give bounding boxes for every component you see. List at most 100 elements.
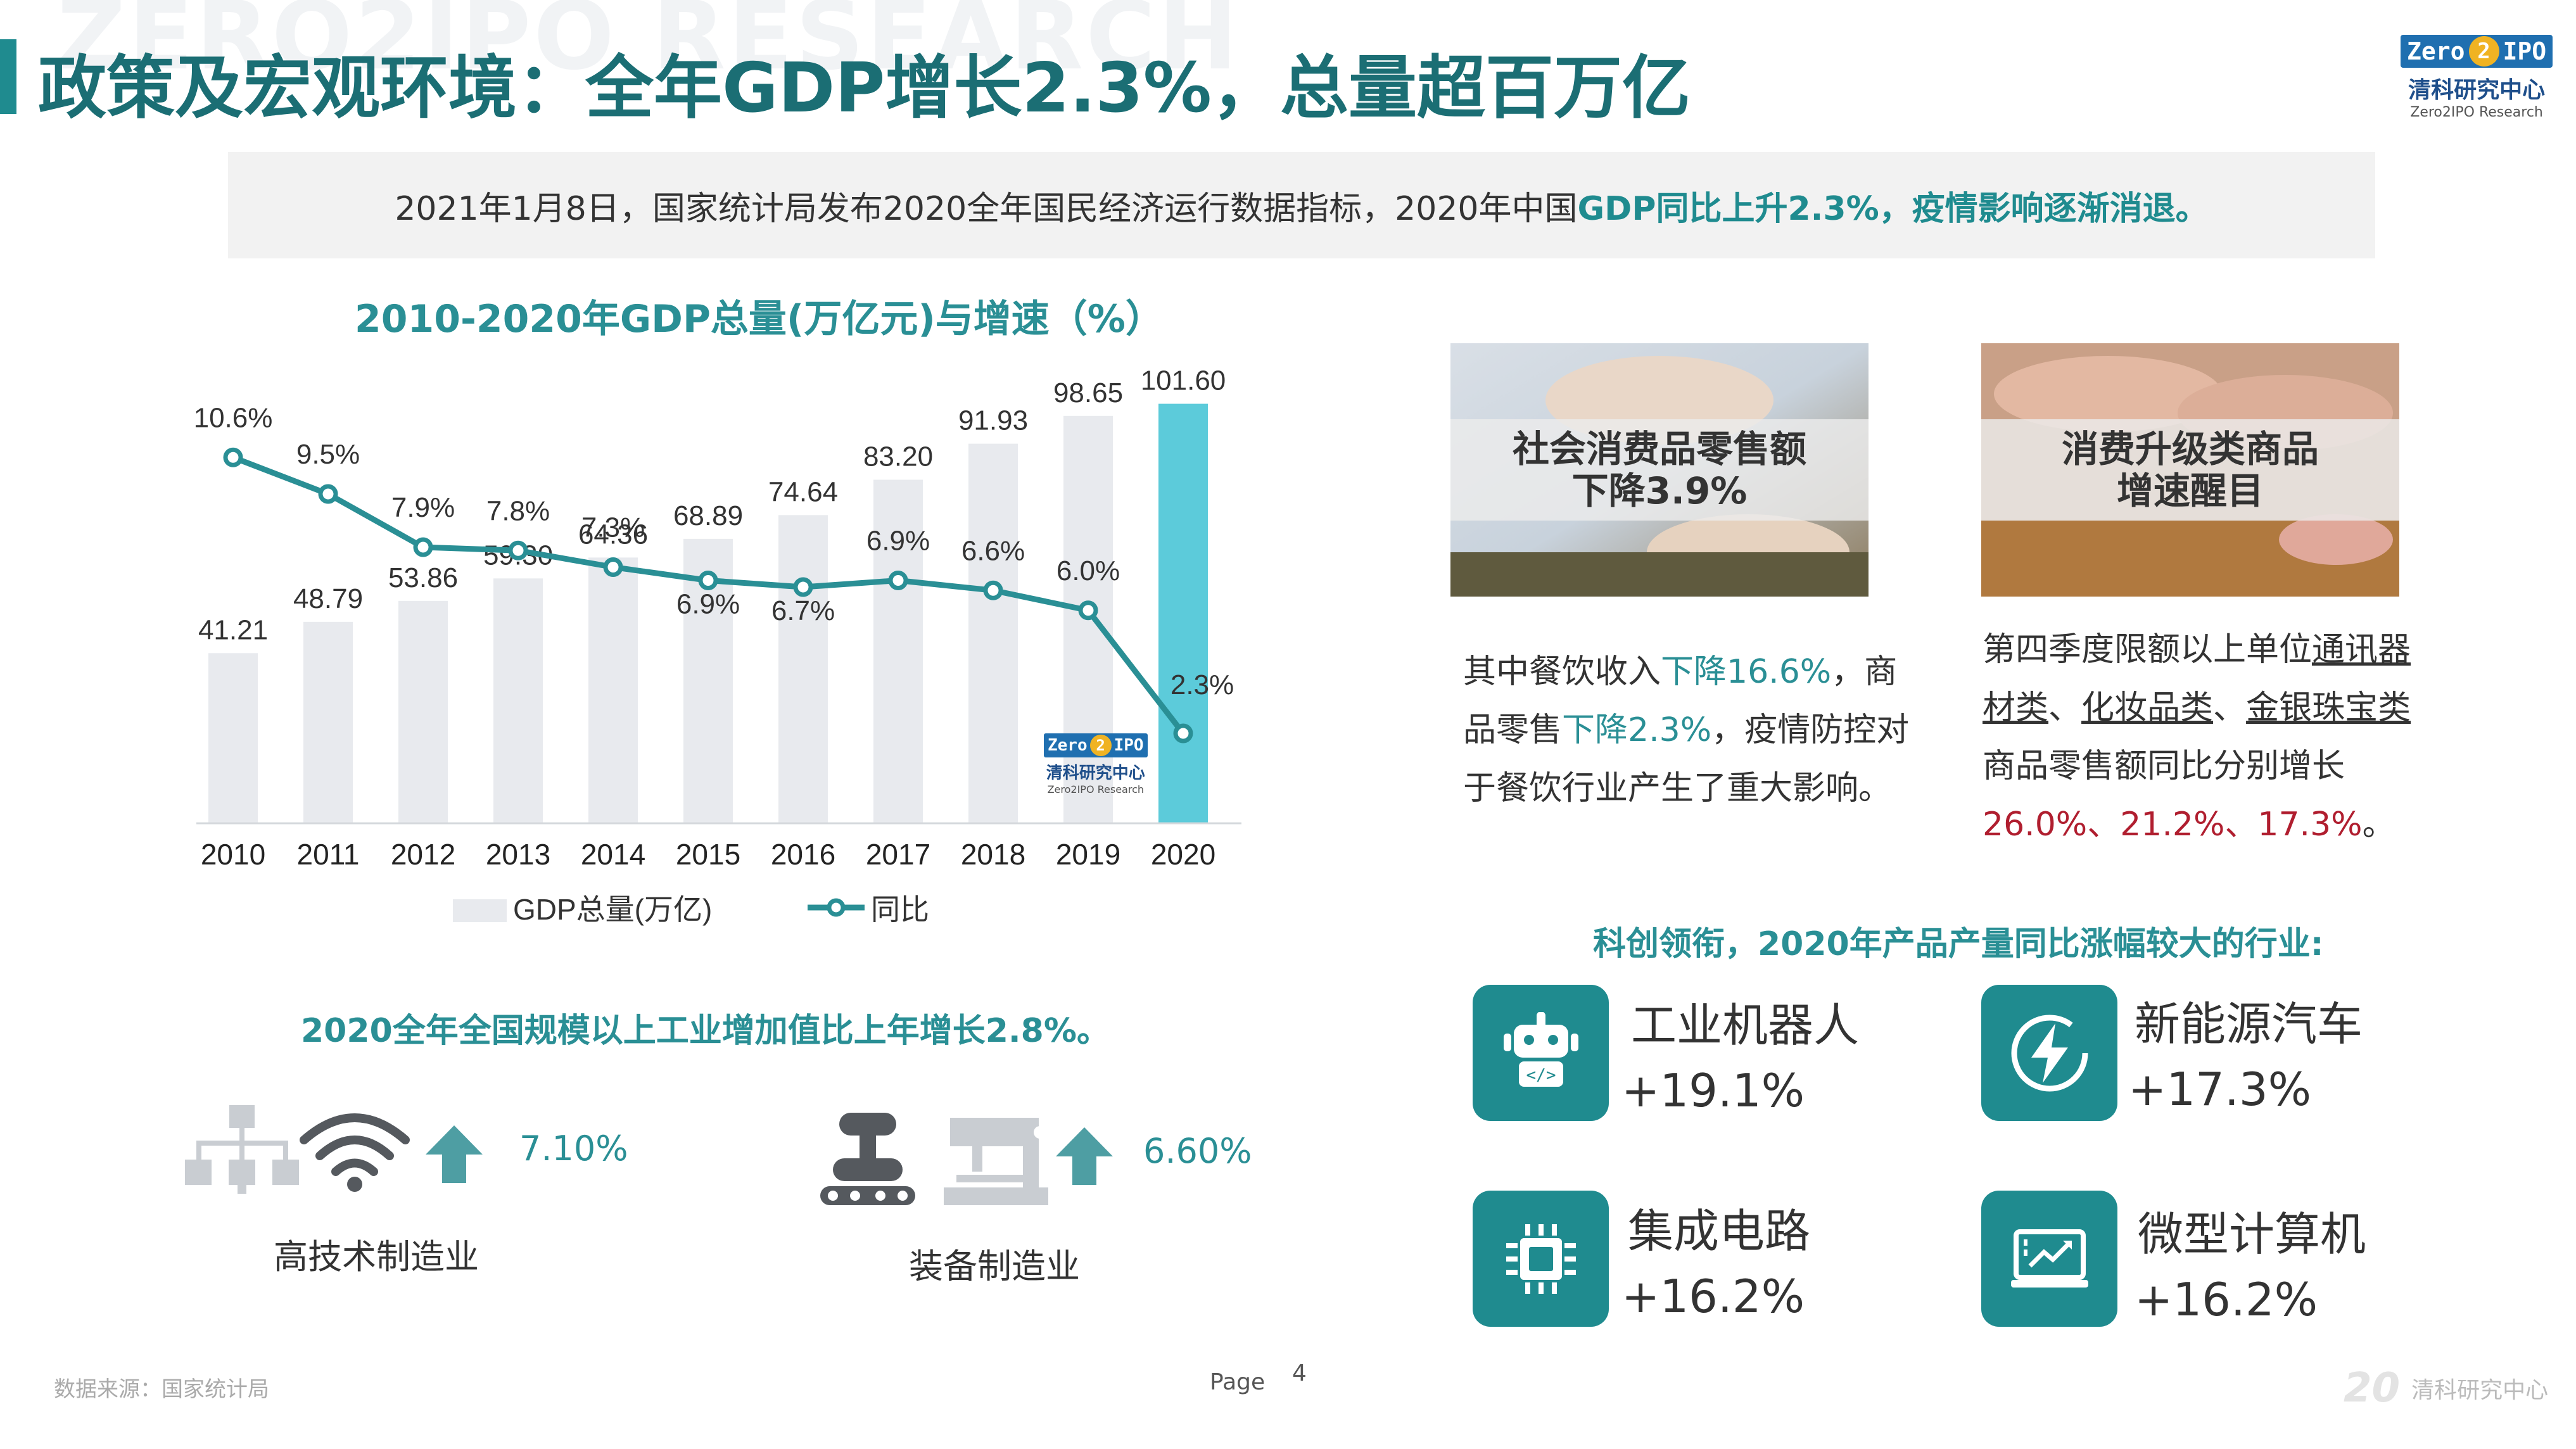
chip-icon [1506, 1224, 1576, 1294]
ev-name: 新能源汽车 [2135, 997, 2363, 1051]
gdp-bar-label: 68.89 [673, 500, 743, 531]
page-title: 政策及宏观环境：全年GDP增长2.3%，总量超百万亿 [38, 49, 1691, 128]
anniversary-mark: 20 [2344, 1365, 2401, 1412]
growth-point [603, 557, 623, 577]
growth-label: 7.9% [391, 492, 455, 523]
x-tick-label: 2020 [1151, 838, 1215, 871]
growth-label: 6.0% [1056, 555, 1120, 586]
growth-label: 6.9% [866, 526, 930, 557]
chart-logo-wordmark: Zero 2 IPO [1044, 733, 1148, 757]
x-tick-label: 2017 [866, 838, 930, 871]
x-tick-label: 2015 [676, 838, 740, 871]
x-tick-label: 2011 [297, 838, 360, 871]
title-accent-bar [0, 39, 16, 114]
telecom-text-1: 通讯器 [2312, 631, 2411, 669]
gdp-bar-label: 48.79 [293, 583, 363, 614]
catering-text-a: 其中餐饮收入 [1463, 653, 1661, 691]
upgrade-growth-values: 26.0%、21.2%、17.3% [1983, 806, 2363, 844]
growth-label: 2.3% [1171, 669, 1234, 700]
catering-text-f: ，疫情防控对 [1711, 711, 1910, 749]
consumption-upgrade-card: 消费升级类商品 增速醒目 [1981, 343, 2399, 597]
gdp-bar [588, 557, 638, 823]
gdp-bar-label: 74.64 [768, 476, 838, 507]
wifi-icon [300, 1113, 410, 1192]
footer-brand: 20 清科研究中心 [2344, 1365, 2548, 1412]
ev-tile [1981, 985, 2117, 1121]
tech-title: 科创领衔，2020年产品产量同比涨幅较大的行业: [1593, 925, 2324, 963]
growth-label: 6.7% [771, 595, 835, 626]
catering-text-c: ，商 [1831, 653, 1898, 691]
page-label: Page [1210, 1369, 1266, 1395]
legend-line-marker [827, 898, 846, 917]
growth-point [793, 577, 813, 597]
assembly-robot-icon [820, 1113, 915, 1205]
catering-paragraph: 其中餐饮收入下降16.6%，商 品零售下降2.3%，疫情防控对 于餐饮行业产生了… [1463, 643, 1983, 818]
up-arrow-icon-2 [1056, 1127, 1113, 1185]
intro-banner: 2021年1月8日，国家统计局发布2020全年国民经济运行数据指标，2020年中… [228, 152, 2375, 258]
growth-point [1173, 723, 1193, 743]
computer-icon [2010, 1229, 2088, 1288]
chart-title: 2010-2020年GDP总量(万亿元)与增速（%） [355, 297, 1164, 341]
ic-growth: +16.2% [1621, 1270, 1805, 1323]
equipment-label: 装备制造业 [909, 1246, 1080, 1286]
x-tick-label: 2019 [1056, 838, 1120, 871]
high-tech-growth: 7.10% [519, 1129, 628, 1168]
consumption-upgrade-band: 消费升级类商品 增速醒目 [1981, 419, 2399, 521]
upgrade-text-h: 商品零售额同比分别增长 [1983, 747, 2345, 785]
gdp-bar [398, 600, 448, 823]
telecom-text-2: 材类 [1983, 689, 2049, 727]
robot-name: 工业机器人 [1631, 999, 1860, 1052]
gdp-bar-label: 91.93 [958, 405, 1028, 436]
growth-point [888, 571, 908, 590]
sep-2: 、 [2213, 689, 2247, 727]
legend-bar-label: GDP总量(万亿) [513, 893, 712, 926]
gdp-chart: 41.2148.7953.8659.3064.3668.8974.6483.20… [194, 365, 1241, 926]
gdp-bar-label: 64.36 [578, 519, 648, 550]
up-arrow-icon [426, 1125, 483, 1183]
catering-text-d: 品零售 [1463, 711, 1563, 749]
growth-point [318, 484, 338, 504]
logo-cn-text: 清科研究中心 [2408, 77, 2546, 103]
growth-label: 6.6% [961, 535, 1025, 566]
industry-title: 2020全年全国规模以上工业增加值比上年增长2.8%。 [301, 1012, 1110, 1050]
x-tick-label: 2014 [581, 838, 645, 871]
lightning-icon [2011, 1015, 2088, 1091]
microcomputer-name: 微型计算机 [2138, 1208, 2366, 1261]
chart-logo-cn: 清科研究中心 [1046, 764, 1145, 783]
background-watermark: ZERO2IPO RESEARCH [57, 0, 1240, 91]
growth-label: 6.9% [676, 589, 740, 620]
growth-label: 7.3% [581, 512, 645, 543]
logo-wordmark: Zero 2 IPO [2401, 35, 2553, 68]
sep-1: 、 [2048, 689, 2082, 727]
legend-line-label: 同比 [871, 893, 929, 926]
gdp-bar [303, 621, 353, 823]
consumption-upgrade-line1: 消费升级类商品 [2061, 427, 2319, 471]
growth-point [1078, 600, 1098, 621]
equipment-growth: 6.60% [1143, 1131, 1252, 1171]
microcomputer-growth: +16.2% [2135, 1273, 2318, 1326]
jewelry-text: 金银珠宝类 [2246, 689, 2411, 727]
chart-logo-en: Zero2IPO Research [1047, 783, 1145, 795]
page-number: 4 [1292, 1360, 1307, 1386]
cosmetics-text: 化妆品类 [2081, 689, 2214, 727]
logo-two: 2 [2468, 36, 2499, 66]
upgrade-paragraph: 第四季度限额以上单位通讯器 材类、化妆品类、金银珠宝类 商品零售额同比分别增长 … [1983, 621, 2464, 854]
retail-sales-band: 社会消费品零售额 下降3.9% [1450, 419, 1869, 521]
x-tick-label: 2016 [771, 838, 835, 871]
intro-highlight: GDP同比上升2.3%，疫情影响逐渐消退。 [1577, 189, 2209, 228]
consumption-upgrade-line2: 增速醒目 [2116, 469, 2264, 512]
growth-point [698, 571, 718, 590]
gdp-bar-label: 41.21 [198, 614, 268, 645]
chart-logo-ipo: IPO [1114, 736, 1144, 755]
upgrade-text-end: 。 [2362, 806, 2395, 844]
growth-label: 7.8% [486, 495, 550, 526]
retail-sales-line1: 社会消费品零售额 [1512, 427, 1806, 471]
intro-text: 2021年1月8日，国家统计局发布2020全年国民经济运行数据指标，2020年中… [395, 189, 1578, 228]
x-tick-label: 2012 [391, 838, 455, 871]
x-tick-label: 2018 [961, 838, 1025, 871]
retail-sales-card: 社会消费品零售额 下降3.9% [1450, 343, 1869, 597]
legend-bar-swatch [453, 899, 507, 922]
gdp-bar [873, 479, 923, 823]
ic-name: 集成电路 [1628, 1205, 1811, 1258]
gdp-bar [1158, 403, 1208, 823]
